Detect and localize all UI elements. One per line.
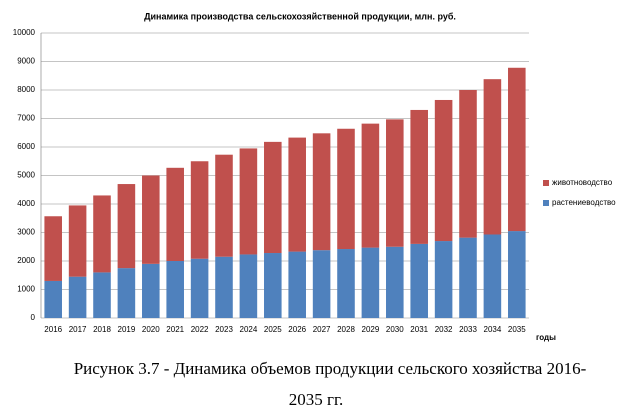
caption-line: Рисунок 3.7 - Динамика объемов продукции… <box>74 359 587 378</box>
y-tick-label: 1000 <box>17 285 35 294</box>
bar-segment <box>166 167 184 261</box>
x-tick-label: 2029 <box>362 325 380 334</box>
bar-segment <box>44 280 62 318</box>
x-tick-label: 2027 <box>313 325 331 334</box>
y-tick-label: 9000 <box>17 57 35 66</box>
x-tick-label: 2028 <box>337 325 355 334</box>
bar-segment <box>117 184 136 269</box>
bar-segment <box>361 123 380 248</box>
bar-segment <box>410 109 428 244</box>
bar-segment <box>239 254 258 318</box>
bar-segment <box>190 258 209 318</box>
caption-line: 2035 гг. <box>289 390 344 409</box>
y-tick-label: 6000 <box>17 142 35 151</box>
bar-segment <box>93 195 111 273</box>
bar-segment <box>44 216 62 281</box>
bar-segment <box>337 128 355 250</box>
x-tick-label: 2035 <box>508 325 526 334</box>
x-tick-label: 2018 <box>93 325 111 334</box>
bar-segment <box>386 119 404 247</box>
bar-segment <box>166 261 184 318</box>
bar-segment <box>337 249 355 318</box>
y-tick-label: 3000 <box>17 228 35 237</box>
bar-segment <box>434 99 453 242</box>
x-tick-label: 2033 <box>459 325 477 334</box>
y-tick-label: 4000 <box>17 199 35 208</box>
bar-segment <box>312 250 331 318</box>
bar-segment <box>288 137 306 252</box>
bar-segment <box>93 272 111 318</box>
x-tick-label: 2020 <box>142 325 160 334</box>
bar-segment <box>264 253 282 318</box>
x-tick-label: 2034 <box>484 325 502 334</box>
x-tick-label: 2017 <box>69 325 87 334</box>
bar-segment <box>410 243 428 318</box>
x-tick-label: 2030 <box>386 325 404 334</box>
x-tick-label: 2025 <box>264 325 282 334</box>
x-axis-label: годы <box>536 333 556 342</box>
bar-segment <box>483 79 502 235</box>
bar-segment <box>142 263 160 318</box>
bar-segment <box>288 251 306 318</box>
x-tick-label: 2031 <box>410 325 428 334</box>
x-tick-label: 2021 <box>166 325 184 334</box>
bar-segment <box>215 154 233 257</box>
bar-segment <box>459 90 477 238</box>
y-tick-label: 2000 <box>17 256 35 265</box>
legend-label: животноводство <box>552 178 613 187</box>
x-tick-label: 2026 <box>288 325 306 334</box>
legend-swatch <box>543 180 549 186</box>
bar-segment <box>117 268 136 318</box>
x-tick-label: 2016 <box>44 325 62 334</box>
bar-segment <box>215 256 233 318</box>
x-tick-label: 2023 <box>215 325 233 334</box>
bar-segment <box>459 237 477 318</box>
x-tick-label: 2024 <box>240 325 258 334</box>
bar-segment <box>508 67 526 232</box>
legend-label: растениеводство <box>552 198 616 207</box>
bar-segment <box>312 133 331 251</box>
y-tick-label: 8000 <box>17 85 35 94</box>
bar-segment <box>386 246 404 318</box>
bar-segment <box>190 161 209 259</box>
bar-segment <box>239 148 258 255</box>
bar-segment <box>483 234 502 318</box>
bar-segment <box>142 175 160 264</box>
x-tick-label: 2032 <box>435 325 453 334</box>
y-tick-label: 0 <box>31 313 36 322</box>
y-tick-label: 10000 <box>13 28 36 37</box>
bar-segment <box>264 141 282 254</box>
y-tick-label: 7000 <box>17 114 35 123</box>
x-tick-label: 2022 <box>191 325 209 334</box>
bar-segment <box>434 241 453 318</box>
bar-segment <box>508 231 526 318</box>
y-tick-label: 5000 <box>17 171 35 180</box>
bar-segment <box>68 276 87 318</box>
chart-title: Динамика производства сельскохозяйственн… <box>144 11 456 21</box>
x-tick-label: 2019 <box>118 325 136 334</box>
bar-segment <box>68 205 87 277</box>
bar-segment <box>361 247 380 318</box>
legend-swatch <box>543 200 549 206</box>
